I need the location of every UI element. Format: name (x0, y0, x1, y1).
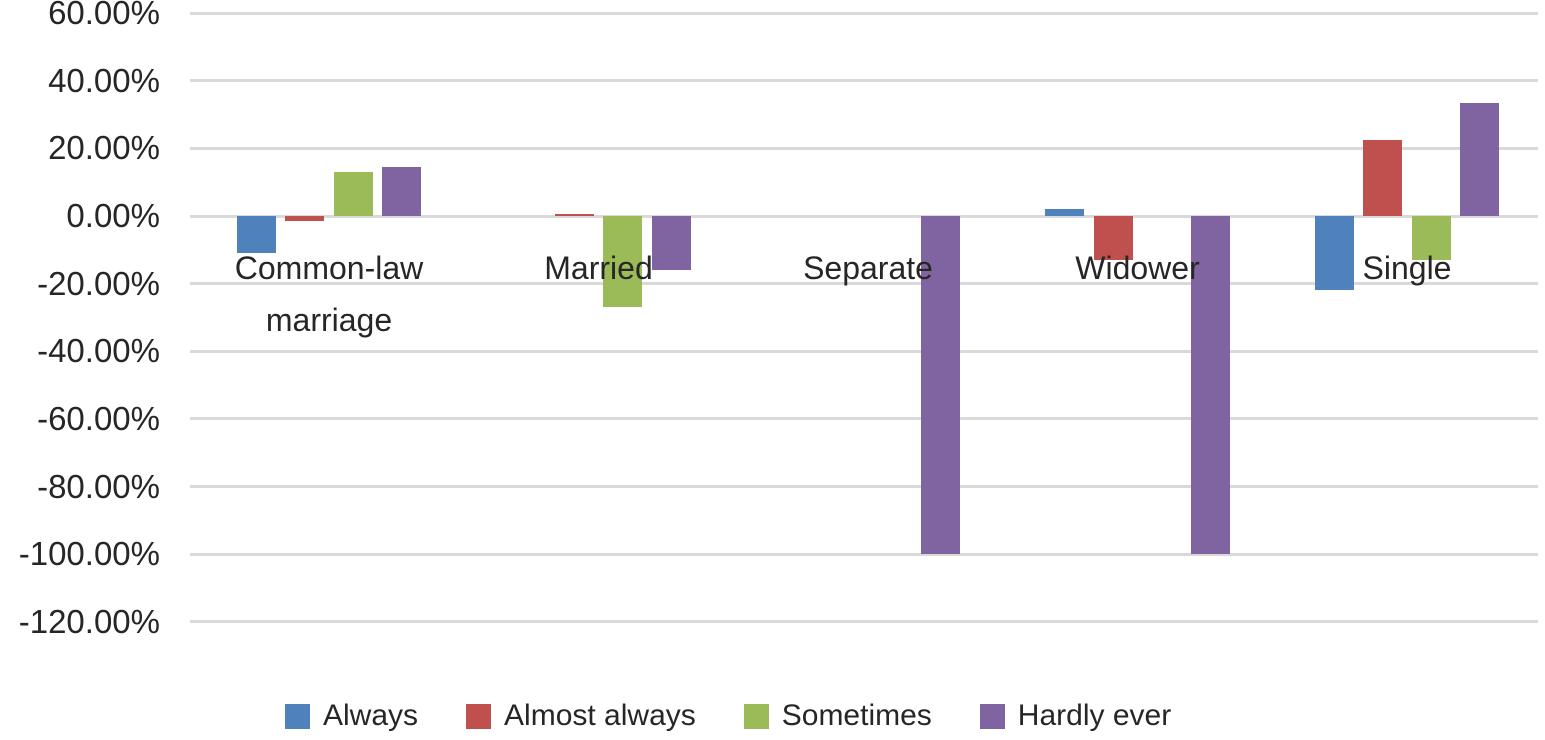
y-axis-tick-label: 60.00% (48, 0, 160, 32)
bar-always-widower (1045, 209, 1085, 216)
bar-sometimes-common-law-marriage (333, 172, 373, 216)
legend-swatch-almost-always (466, 703, 492, 729)
gridline--80-00pct (190, 485, 1538, 489)
bar-almost-always-married (554, 214, 594, 216)
legend-label-almost-always: Almost always (504, 699, 696, 732)
gridline-0-00pct (190, 214, 1538, 218)
bar-hardly-ever-single (1460, 102, 1500, 216)
legend-label-sometimes: Sometimes (781, 699, 932, 732)
y-axis-tick-label: 20.00% (48, 129, 160, 167)
bar-almost-always-single (1363, 139, 1403, 216)
bar-hardly-ever-widower (1190, 216, 1230, 555)
bar-almost-always-widower (1093, 216, 1133, 260)
y-axis-tick-label: -20.00% (37, 264, 160, 302)
legend-item-always: Always (285, 699, 418, 733)
y-axis-tick-label: -40.00% (37, 332, 160, 370)
y-axis-tick-label: -100.00% (18, 535, 160, 573)
bar-sometimes-married (603, 216, 643, 308)
legend-item-sometimes: Sometimes (743, 699, 932, 733)
bar-sometimes-single (1411, 216, 1451, 260)
category-label-common-law-marriage: Common-law marriage (234, 250, 424, 338)
legend-swatch-hardly-ever (979, 703, 1005, 729)
gridline--40-00pct (190, 349, 1538, 353)
bar-hardly-ever-separate (921, 216, 961, 555)
bar-always-common-law-marriage (236, 216, 276, 254)
legend: Always Almost always Sometimes Hardly ever (285, 698, 1171, 734)
category-label-married: Married (544, 250, 653, 286)
legend-swatch-always (285, 703, 310, 729)
y-axis-tick-label: -80.00% (37, 467, 160, 505)
category-label-separate: Separate (803, 250, 933, 286)
legend-label-hardly-ever: Hardly ever (1017, 699, 1172, 732)
bar-always-single (1314, 216, 1354, 291)
gridline--20-00pct (190, 282, 1538, 286)
y-axis-tick-label: 40.00% (48, 61, 160, 99)
gridline-20-00pct (190, 146, 1538, 150)
gridline-40-00pct (190, 79, 1538, 83)
gridline--100-00pct (190, 552, 1538, 556)
y-axis-tick-label: 0.00% (66, 197, 160, 234)
gridline-60-00pct (190, 11, 1538, 15)
category-label-widower: Widower (1075, 250, 1200, 286)
legend-item-hardly-ever: Hardly ever (979, 699, 1172, 733)
bar-almost-always-common-law-marriage (285, 216, 325, 222)
legend-label-always: Always (323, 699, 419, 732)
gridline--60-00pct (190, 417, 1538, 421)
bar-hardly-ever-common-law-marriage (382, 166, 422, 216)
y-axis-tick-label: -60.00% (37, 399, 160, 437)
bar-hardly-ever-married (651, 216, 691, 271)
legend-item-almost-always: Almost always (466, 699, 696, 733)
legend-swatch-sometimes (743, 703, 769, 729)
y-axis-tick-label: -120.00% (18, 602, 160, 640)
gridline--120-00pct (190, 620, 1538, 624)
category-label-single: Single (1362, 250, 1452, 286)
